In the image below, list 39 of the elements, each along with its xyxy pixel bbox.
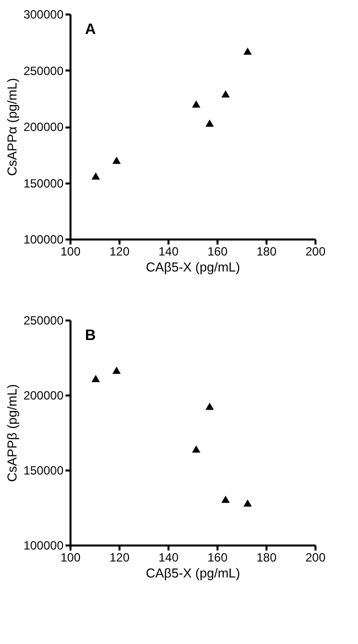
- y-tick-label: 150000: [23, 464, 64, 478]
- x-tick-label: 140: [158, 550, 179, 564]
- y-tick-label: 150000: [23, 176, 64, 190]
- y-tick-label: 200000: [23, 120, 64, 134]
- annotation: A: [85, 21, 96, 38]
- y-tick-label: 300000: [23, 8, 64, 22]
- x-tick-label: 140: [158, 244, 179, 258]
- point: [243, 499, 252, 507]
- x-axis-title: CAβ5-X (pg/mL): [146, 260, 240, 274]
- x-tick-label: 120: [109, 550, 130, 564]
- y-axis-title: CsAPPα (pg/mL): [4, 78, 20, 176]
- y-tick-label: 250000: [23, 314, 64, 328]
- point: [112, 156, 121, 164]
- y-tick-label: 200000: [23, 388, 64, 402]
- x-tick-label: 200: [305, 550, 326, 564]
- y-tick-label: 100000: [23, 538, 64, 552]
- point: [112, 366, 121, 374]
- x-tick-label: 200: [305, 244, 326, 258]
- x-tick-label: 120: [109, 244, 130, 258]
- point: [243, 48, 252, 55]
- y-axis-title: CsAPPβ (pg/mL): [4, 384, 20, 482]
- x-tick-label: 100: [60, 550, 81, 564]
- point: [221, 90, 230, 98]
- point: [92, 374, 100, 382]
- point: [221, 496, 230, 503]
- x-tick-label: 100: [60, 244, 81, 258]
- y-tick-label: 100000: [23, 232, 64, 246]
- x-tick-label: 180: [256, 550, 277, 564]
- annotation: B: [85, 327, 96, 344]
- x-tick-label: 160: [207, 550, 228, 564]
- x-axis-title: CAβ5-X (pg/mL): [146, 566, 240, 580]
- x-tick-label: 180: [256, 244, 277, 258]
- point: [205, 402, 214, 410]
- point: [192, 445, 200, 453]
- point: [205, 120, 214, 127]
- point: [192, 100, 200, 108]
- point: [92, 172, 100, 180]
- y-tick-label: 250000: [23, 64, 64, 78]
- x-tick-label: 160: [207, 244, 228, 258]
